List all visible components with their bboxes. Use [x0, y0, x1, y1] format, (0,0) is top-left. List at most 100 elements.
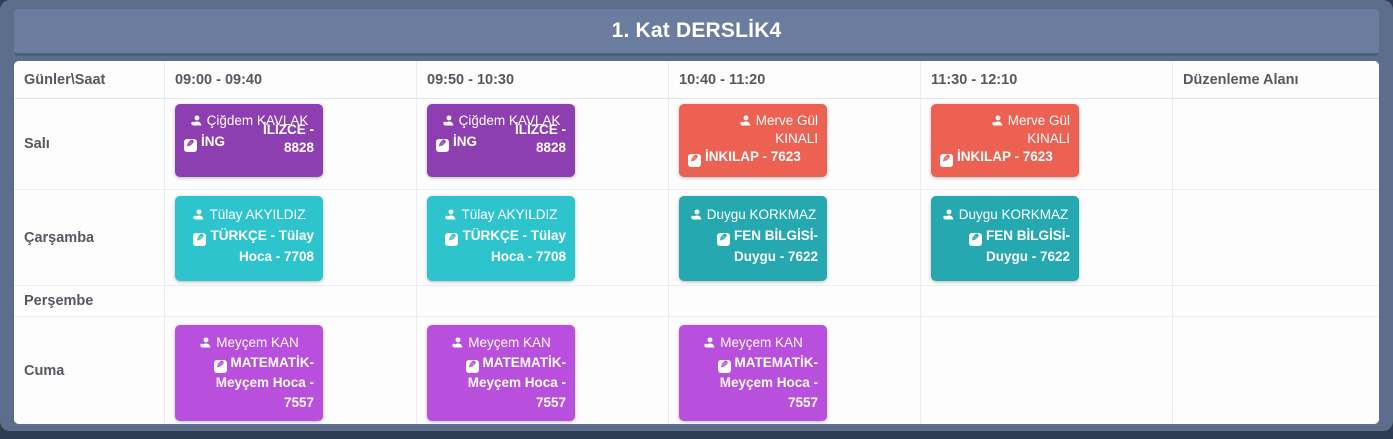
header-slot-2: 09:50 - 10:30 [417, 61, 669, 99]
lesson-name-line: ✎ İNKILAP - 7623 [688, 148, 818, 167]
lesson-name: İNKILAP - 7623 [957, 149, 1053, 164]
lesson-card-inkilap[interactable]: Merve Gül KINALI ✎ İNKILAP - 7623 [931, 104, 1079, 177]
teacher-icon [992, 115, 1003, 126]
lesson-name-line: ✎ TÜRKÇE - Tülay Hoca - 7708 [184, 225, 314, 267]
timetable-cell-carsamba-0950: Tülay AKYILDIZ ✎ TÜRKÇE - Tülay Hoca - 77… [417, 190, 669, 286]
lesson-card-ingilizce[interactable]: Çiğdem KAVLAK ✎ İNG İLİZCE - 8828 [427, 104, 575, 177]
timetable-cell-sali-0900: Çiğdem KAVLAK ✎ İNG İLİZCE - 8828 [165, 99, 417, 190]
lesson-name-line: ✎ MATEMATİK- Meyçem Hoca - 7557 [184, 353, 314, 413]
lesson-name-line2: Meyçem Hoca - [467, 375, 566, 390]
classroom-title-bar: 1. Kat DERSLİK4 [14, 9, 1379, 56]
edit-icon: ✎ [213, 359, 227, 373]
lesson-code: 8828 [283, 140, 314, 155]
pencil-glyph: ✎ [942, 154, 951, 165]
timetable-cell-cuma-0900: Meyçem KAN ✎ MATEMATİK- Meyçem Hoca - 755… [165, 317, 417, 424]
lesson-card-ingilizce[interactable]: Çiğdem KAVLAK ✎ İNG İLİZCE - 8828 [175, 104, 323, 177]
timetable-cell-carsamba-edit-area [1173, 190, 1379, 286]
lesson-name-line: ✎ İNG [436, 133, 566, 152]
teacher-name: Çiğdem KAVLAK [206, 113, 309, 128]
timetable-cell-sali-0950: Çiğdem KAVLAK ✎ İNG İLİZCE - 8828 [417, 99, 669, 190]
timetable-cell-persembe-1040 [669, 286, 921, 317]
lesson-name: TÜRKÇE - Tülay [462, 228, 566, 243]
lesson-name-line: ✎ FEN BİLGİSİ- Duygu - 7622 [688, 225, 818, 267]
timetable-cell-carsamba-0900: Tülay AKYILDIZ ✎ TÜRKÇE - Tülay Hoca - 77… [165, 190, 417, 286]
lesson-name: İNG [453, 134, 478, 149]
lesson-name-line: ✎ İNG [184, 133, 314, 152]
pencil-glyph: ✎ [719, 360, 729, 371]
edit-icon: ✎ [465, 359, 479, 373]
lesson-name-line: ✎ MATEMATİK- Meyçem Hoca - 7557 [688, 353, 818, 413]
lesson-card-matematik[interactable]: Meyçem KAN ✎ MATEMATİK- Meyçem Hoca - 755… [679, 325, 827, 421]
lesson-name-line2: Hoca - 7708 [490, 249, 566, 264]
lesson-code: 7557 [787, 395, 818, 410]
header-days-times: Günler\Saat [14, 61, 165, 99]
lesson-name: TÜRKÇE - Tülay [210, 228, 314, 243]
edit-icon: ✎ [717, 359, 731, 373]
teacher-name-line2: KINALI [775, 131, 818, 146]
pencil-glyph: ✎ [215, 360, 225, 371]
teacher-name: Tülay AKYILDIZ [209, 207, 306, 222]
lesson-name-line2: Duygu - 7622 [985, 249, 1070, 264]
edit-icon: ✎ [436, 138, 449, 152]
timetable-cell-sali-1130: Merve Gül KINALI ✎ İNKILAP - 7623 [921, 99, 1173, 190]
timetable-cell-persembe-0900 [165, 286, 417, 317]
lesson-name: MATEMATİK- [482, 355, 566, 370]
header-slot-3: 10:40 - 11:20 [669, 61, 921, 99]
timetable-cell-persembe-0950 [417, 286, 669, 317]
lesson-name-line2: Meyçem Hoca - [215, 375, 314, 390]
teacher-name: Meyçem KAN [468, 335, 551, 350]
timetable-cell-sali-1040: Merve Gül KINALI ✎ İNKILAP - 7623 [669, 99, 921, 190]
pencil-glyph: ✎ [971, 233, 980, 244]
lesson-card-matematik[interactable]: Meyçem KAN ✎ MATEMATİK- Meyçem Hoca - 755… [427, 325, 575, 421]
teacher-icon [452, 337, 463, 348]
lesson-name-overflow: İLİZCE - 8828 [515, 121, 566, 157]
teacher-name-line: Duygu KORKMAZ [940, 204, 1070, 225]
day-label-cuma: Cuma [14, 317, 165, 424]
timetable-cell-cuma-edit-area [1173, 317, 1379, 424]
timetable-cell-cuma-0950: Meyçem KAN ✎ MATEMATİK- Meyçem Hoca - 755… [417, 317, 669, 424]
teacher-name-line: Meyçem KAN [436, 333, 566, 353]
lesson-code: 7557 [535, 395, 566, 410]
lesson-card-inkilap[interactable]: Merve Gül KINALI ✎ İNKILAP - 7623 [679, 104, 827, 177]
day-label-carsamba: Çarşamba [14, 190, 165, 286]
edit-icon: ✎ [193, 232, 207, 246]
lesson-card-turkce[interactable]: Tülay AKYILDIZ ✎ TÜRKÇE - Tülay Hoca - 77… [175, 196, 323, 281]
teacher-name: Meyçem KAN [216, 335, 299, 350]
lesson-name-line: ✎ İNKILAP - 7623 [940, 148, 1070, 167]
teacher-name-line: Meyçem KAN [184, 333, 314, 353]
teacher-icon [200, 337, 211, 348]
pencil-glyph: ✎ [438, 139, 447, 150]
pencil-glyph: ✎ [719, 233, 728, 244]
header-edit-area: Düzenleme Alanı [1173, 61, 1379, 99]
teacher-icon [193, 209, 204, 220]
teacher-name-line: Meyçem KAN [688, 333, 818, 353]
lesson-name: FEN BİLGİSİ- [734, 228, 818, 243]
lesson-card-fen-bilgisi[interactable]: Duygu KORKMAZ ✎ FEN BİLGİSİ- Duygu - 7622 [931, 196, 1079, 281]
teacher-icon [445, 209, 456, 220]
teacher-name: Duygu KORKMAZ [958, 207, 1069, 222]
teacher-name: Duygu KORKMAZ [706, 207, 817, 222]
teacher-name-line: Merve Gül KINALI [940, 112, 1070, 148]
day-label-persembe: Perşembe [14, 286, 165, 317]
lesson-name-overflow: İLİZCE - 8828 [263, 121, 314, 157]
lesson-name: MATEMATİK- [734, 355, 818, 370]
teacher-name: Merve Gül [1007, 113, 1070, 128]
teacher-icon [740, 115, 751, 126]
edit-icon: ✎ [445, 232, 459, 246]
timetable: Günler\Saat 09:00 - 09:40 09:50 - 10:30 … [14, 61, 1379, 424]
lesson-code: 8828 [535, 140, 566, 155]
teacher-name: Meyçem KAN [720, 335, 803, 350]
lesson-card-matematik[interactable]: Meyçem KAN ✎ MATEMATİK- Meyçem Hoca - 755… [175, 325, 323, 421]
lesson-card-fen-bilgisi[interactable]: Duygu KORKMAZ ✎ FEN BİLGİSİ- Duygu - 7622 [679, 196, 827, 281]
lesson-card-turkce[interactable]: Tülay AKYILDIZ ✎ TÜRKÇE - Tülay Hoca - 77… [427, 196, 575, 281]
lesson-name: İNKILAP - 7623 [705, 149, 801, 164]
timetable-cell-sali-edit-area [1173, 99, 1379, 190]
teacher-name-line: Merve Gül KINALI [688, 112, 818, 148]
day-label-sali: Salı [14, 99, 165, 190]
teacher-name-line: Tülay AKYILDIZ [184, 204, 314, 225]
teacher-name: Çiğdem KAVLAK [458, 113, 561, 128]
lesson-name-line: ✎ MATEMATİK- Meyçem Hoca - 7557 [436, 353, 566, 413]
edit-icon: ✎ [969, 232, 982, 246]
lesson-code: 7557 [283, 395, 314, 410]
lesson-name: MATEMATİK- [230, 355, 314, 370]
